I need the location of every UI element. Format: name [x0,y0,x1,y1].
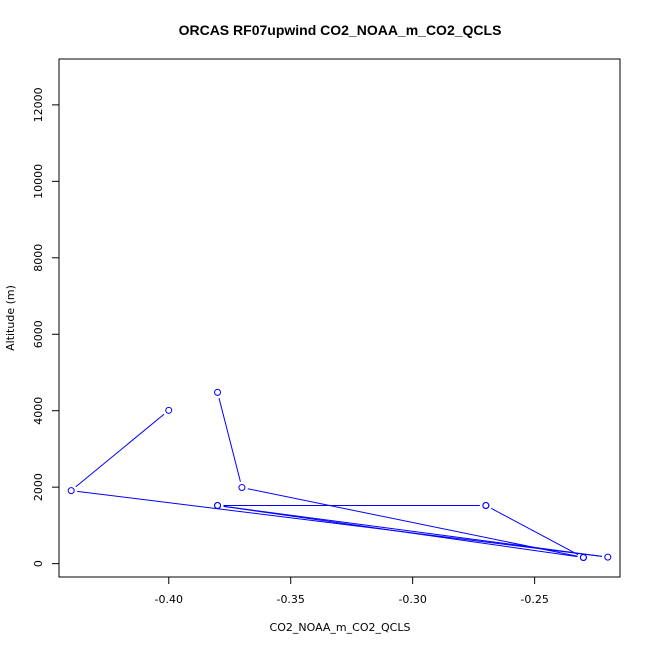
chart-title: ORCAS RF07upwind CO2_NOAA_m_CO2_QCLS [179,22,502,38]
data-point [214,388,222,396]
data-point [482,502,490,510]
series-segment [223,505,602,557]
data-point [579,554,587,562]
series-segment [247,488,578,557]
y-tick-label: 4000 [32,397,45,425]
data-point [214,502,222,510]
y-axis-label: Altitude (m) [4,285,17,351]
x-tick-label: -0.30 [398,593,426,606]
y-axis: 0 2000 4000 6000 8000 10000 12000 [32,87,60,567]
y-tick-label: 6000 [32,320,45,348]
data-point [67,487,75,495]
series-segment [77,490,602,557]
y-tick-label: 12000 [32,87,45,122]
data-point [165,406,173,414]
y-tick-label: 0 [32,560,45,567]
x-tick-label: -0.25 [520,593,548,606]
x-tick-label: -0.35 [276,593,304,606]
series-segment [218,398,241,482]
series-segment [490,507,579,556]
series-layer [67,388,612,562]
x-axis: -0.40 -0.35 -0.30 -0.25 [155,576,549,606]
y-tick-label: 8000 [32,244,45,272]
series-segment [75,413,165,488]
x-axis-label: CO2_NOAA_m_CO2_QCLS [270,621,411,634]
y-tick-label: 2000 [32,473,45,501]
x-tick-label: -0.40 [155,593,183,606]
data-point [604,553,612,561]
y-tick-label: 10000 [32,164,45,199]
data-point [238,484,246,492]
